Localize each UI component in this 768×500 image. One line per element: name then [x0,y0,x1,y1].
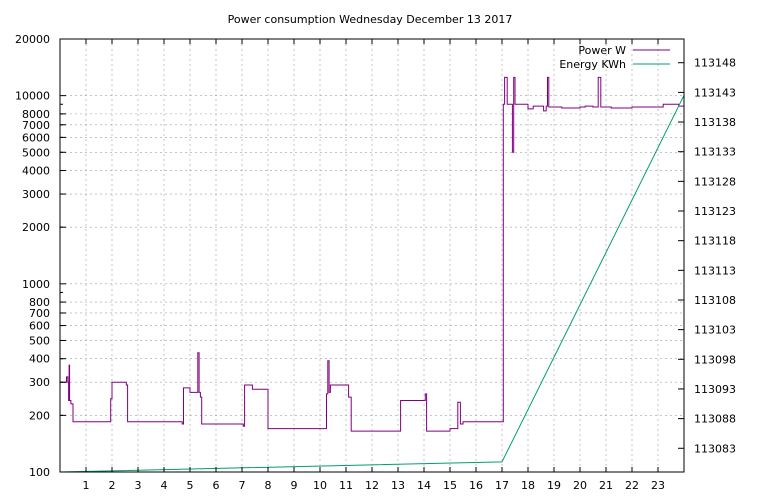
y-left-tick-label: 400 [29,353,50,366]
y-right-tick-label: 113123 [694,205,736,218]
x-tick-label: 23 [651,479,665,492]
axes: 1 2 3 4 5 6 7 8 9 10 11 12 13 14 15 16 17 18 19 20 21 22 23100… [15,33,736,492]
x-tick-label: 18 [521,479,535,492]
x-tick-label: 2 [109,479,116,492]
y-right-tick-label: 113083 [694,442,736,455]
y-left-tick-label: 8000 [22,108,50,121]
y-left-tick-label: 600 [29,320,50,333]
legend-label-power: Power W [578,44,626,57]
x-tick-label: 10 [313,479,327,492]
legend-label-energy: Energy KWh [559,58,626,71]
x-tick-label: 13 [391,479,405,492]
y-left-tick-label: 100 [29,466,50,479]
x-tick-label: 14 [417,479,431,492]
y-left-tick-label: 5000 [22,146,50,159]
x-tick-label: 9 [291,479,298,492]
series-energy-line [59,95,685,473]
y-right-tick-label: 113088 [694,413,736,426]
x-tick-label: 7 [239,479,246,492]
x-tick-label: 20 [573,479,587,492]
legend: Power W Energy KWh [559,44,670,71]
x-tick-label: 11 [339,479,353,492]
y-left-tick-label: 10000 [15,90,50,103]
y-right-tick-label: 113143 [694,86,736,99]
x-tick-label: 1 [83,479,90,492]
x-tick-label: 17 [495,479,509,492]
x-tick-label: 22 [625,479,639,492]
x-tick-label: 15 [443,479,457,492]
y-left-tick-label: 800 [29,296,50,309]
y-left-tick-label: 2000 [22,221,50,234]
x-tick-label: 16 [469,479,483,492]
series-layer [59,76,685,473]
y-left-tick-label: 500 [29,334,50,347]
x-tick-label: 5 [187,479,194,492]
y-right-tick-label: 113103 [694,324,736,337]
y-left-tick-label: 1000 [22,278,50,291]
series-power-line [60,76,684,432]
y-left-tick-label: 3000 [22,188,50,201]
y-right-tick-label: 113128 [694,175,736,188]
x-tick-label: 8 [265,479,272,492]
y-left-tick-label: 6000 [22,131,50,144]
x-tick-label: 12 [365,479,379,492]
y-left-tick-label: 300 [29,376,50,389]
grid-lines [60,39,684,472]
y-right-tick-label: 113133 [694,146,736,159]
y-right-tick-label: 113113 [694,264,736,277]
x-tick-label: 4 [161,479,168,492]
chart-title: Power consumption Wednesday December 13 … [228,13,513,26]
y-left-tick-label: 4000 [22,165,50,178]
x-tick-label: 21 [599,479,613,492]
y-left-tick-label: 20000 [15,33,50,46]
x-tick-label: 6 [213,479,220,492]
x-tick-label: 3 [135,479,142,492]
y-right-tick-label: 113118 [694,235,736,248]
y-right-tick-label: 113093 [694,383,736,396]
y-left-tick-label: 7000 [22,119,50,132]
x-tick-label: 19 [547,479,561,492]
y-left-tick-label: 700 [29,307,50,320]
y-right-tick-label: 113108 [694,294,736,307]
y-right-tick-label: 113098 [694,353,736,366]
y-right-tick-label: 113148 [694,57,736,70]
y-left-tick-label: 200 [29,409,50,422]
y-right-tick-label: 113138 [694,116,736,129]
